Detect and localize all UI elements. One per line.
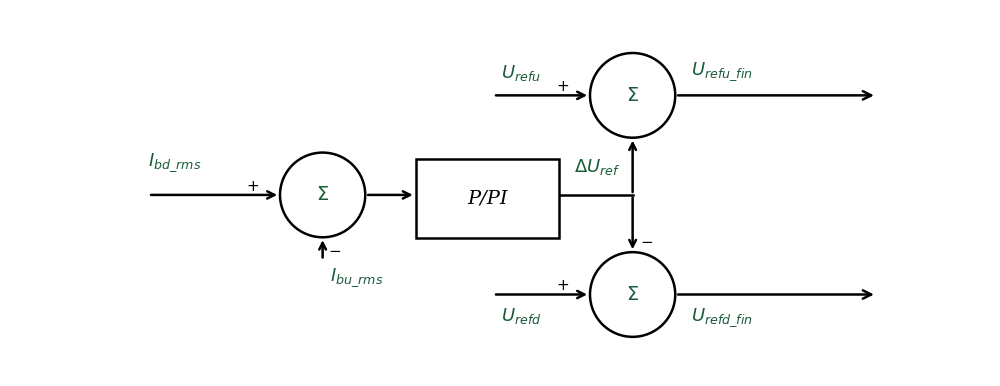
- Text: $I_{bd\_rms}$: $I_{bd\_rms}$: [148, 152, 202, 174]
- Text: $\Sigma$: $\Sigma$: [626, 285, 639, 304]
- Text: $I_{bu\_rms}$: $I_{bu\_rms}$: [330, 266, 384, 289]
- Text: P/PI: P/PI: [467, 190, 508, 208]
- Text: $\Sigma$: $\Sigma$: [626, 86, 639, 105]
- Text: +: +: [556, 278, 569, 293]
- FancyBboxPatch shape: [416, 159, 559, 238]
- Text: $U_{refu}$: $U_{refu}$: [501, 63, 541, 83]
- Text: +: +: [556, 79, 569, 94]
- Text: $\Sigma$: $\Sigma$: [316, 185, 329, 205]
- Text: $U_{refd}$: $U_{refd}$: [501, 306, 541, 327]
- Text: $U_{refd\_fin}$: $U_{refd\_fin}$: [691, 306, 753, 329]
- Text: $\Delta U_{ref}$: $\Delta U_{ref}$: [574, 157, 621, 177]
- Text: $-$: $-$: [640, 233, 653, 248]
- Text: +: +: [246, 178, 259, 193]
- Text: $-$: $-$: [328, 242, 341, 257]
- Text: $U_{refu\_fin}$: $U_{refu\_fin}$: [691, 61, 753, 83]
